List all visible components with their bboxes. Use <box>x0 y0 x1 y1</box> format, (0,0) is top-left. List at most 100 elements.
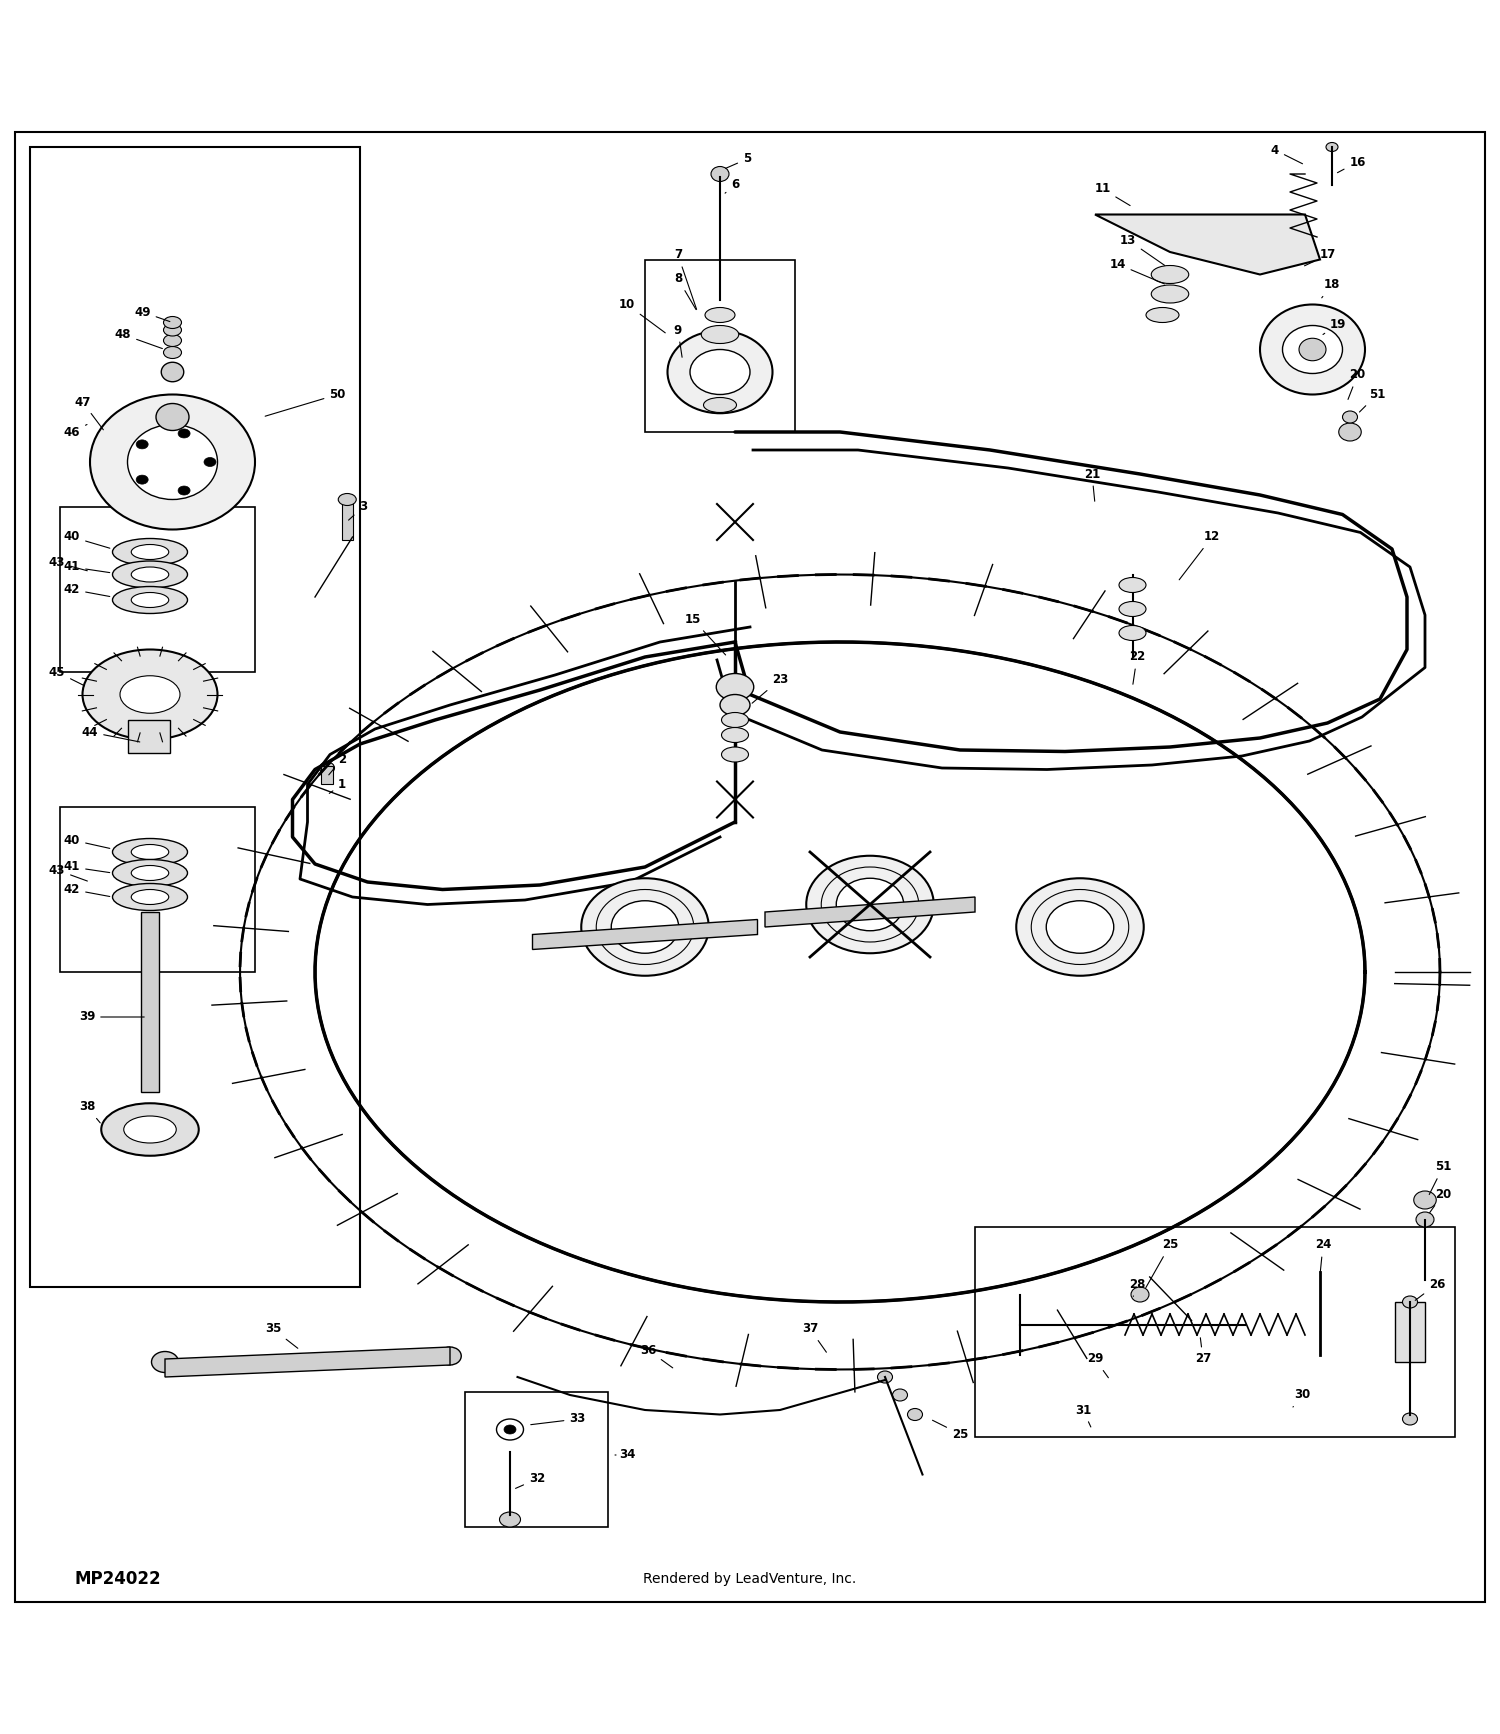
Text: 18: 18 <box>1322 279 1340 298</box>
Ellipse shape <box>1152 265 1188 283</box>
Polygon shape <box>165 1347 450 1377</box>
Ellipse shape <box>1416 1212 1434 1228</box>
Text: 31: 31 <box>1076 1403 1090 1427</box>
Text: 1: 1 <box>330 779 346 794</box>
Text: 13: 13 <box>1120 234 1164 265</box>
Ellipse shape <box>320 761 334 773</box>
Ellipse shape <box>102 1103 198 1157</box>
Ellipse shape <box>1146 307 1179 323</box>
Ellipse shape <box>164 324 182 336</box>
Ellipse shape <box>112 839 188 865</box>
Text: 36: 36 <box>640 1344 672 1368</box>
Ellipse shape <box>90 395 255 529</box>
Ellipse shape <box>120 676 180 713</box>
Ellipse shape <box>908 1408 922 1420</box>
Bar <box>975 1228 1455 1437</box>
Text: 50: 50 <box>266 388 345 416</box>
Bar <box>321 766 333 784</box>
Ellipse shape <box>132 593 168 607</box>
Ellipse shape <box>806 857 933 954</box>
Ellipse shape <box>722 747 748 761</box>
Text: 8: 8 <box>674 272 696 310</box>
Text: 33: 33 <box>531 1413 585 1425</box>
Text: 10: 10 <box>620 298 666 333</box>
Bar <box>1395 1302 1425 1361</box>
Text: 32: 32 <box>516 1472 544 1488</box>
Text: 25: 25 <box>933 1420 968 1441</box>
Text: 19: 19 <box>1323 317 1346 335</box>
Ellipse shape <box>1402 1413 1417 1425</box>
Ellipse shape <box>1402 1295 1417 1307</box>
Ellipse shape <box>136 475 148 484</box>
Text: 48: 48 <box>114 328 162 349</box>
Bar <box>60 806 255 973</box>
Ellipse shape <box>582 877 708 976</box>
Ellipse shape <box>1282 326 1342 373</box>
Ellipse shape <box>1131 1287 1149 1302</box>
Ellipse shape <box>123 1117 177 1143</box>
Text: 49: 49 <box>135 305 170 321</box>
Ellipse shape <box>162 362 183 381</box>
Text: 37: 37 <box>802 1323 826 1353</box>
Ellipse shape <box>705 307 735 323</box>
Text: 17: 17 <box>1305 248 1335 265</box>
Text: 6: 6 <box>724 179 740 192</box>
Ellipse shape <box>136 440 148 449</box>
Text: 5: 5 <box>726 153 752 168</box>
Ellipse shape <box>1413 1191 1437 1209</box>
Text: LEADVENTURE: LEADVENTURE <box>656 853 904 881</box>
Polygon shape <box>532 919 758 950</box>
Text: 35: 35 <box>266 1323 298 1349</box>
Text: 7: 7 <box>674 248 696 309</box>
Text: 4: 4 <box>1270 144 1302 163</box>
Text: 43: 43 <box>50 557 87 570</box>
Ellipse shape <box>878 1372 892 1384</box>
Ellipse shape <box>1119 577 1146 593</box>
Text: 11: 11 <box>1095 182 1130 206</box>
Ellipse shape <box>132 567 168 583</box>
Ellipse shape <box>112 539 188 565</box>
Ellipse shape <box>836 877 903 931</box>
Polygon shape <box>765 896 975 928</box>
Ellipse shape <box>178 486 190 494</box>
Text: 14: 14 <box>1110 258 1164 284</box>
Text: 42: 42 <box>64 883 110 896</box>
Text: 47: 47 <box>75 395 104 430</box>
Ellipse shape <box>132 844 168 860</box>
Text: 3: 3 <box>348 501 368 520</box>
Bar <box>465 1392 608 1528</box>
Text: 15: 15 <box>686 614 726 655</box>
Text: 21: 21 <box>1084 468 1100 501</box>
Ellipse shape <box>164 335 182 347</box>
Ellipse shape <box>152 1351 178 1373</box>
Ellipse shape <box>892 1389 908 1401</box>
Text: 42: 42 <box>64 583 110 596</box>
Text: 12: 12 <box>1179 531 1219 579</box>
Ellipse shape <box>690 350 750 395</box>
Ellipse shape <box>438 1347 462 1365</box>
Text: 41: 41 <box>64 560 110 574</box>
Ellipse shape <box>128 425 218 499</box>
Ellipse shape <box>722 713 748 728</box>
Text: Rendered by LeadVenture, Inc.: Rendered by LeadVenture, Inc. <box>644 1573 856 1587</box>
Text: 25: 25 <box>1146 1238 1178 1288</box>
Bar <box>30 147 360 1287</box>
Ellipse shape <box>1017 877 1143 976</box>
Text: 40: 40 <box>64 834 110 848</box>
Bar <box>645 260 795 432</box>
Text: 20: 20 <box>1348 369 1365 399</box>
Text: 44: 44 <box>81 725 140 742</box>
Text: 🦌: 🦌 <box>723 818 747 857</box>
Ellipse shape <box>82 650 218 739</box>
Ellipse shape <box>504 1425 516 1434</box>
Text: 38: 38 <box>80 1101 100 1124</box>
Ellipse shape <box>1326 142 1338 151</box>
Text: 23: 23 <box>752 673 788 704</box>
Text: 30: 30 <box>1293 1389 1310 1406</box>
Text: 41: 41 <box>64 860 110 874</box>
Ellipse shape <box>700 326 738 343</box>
Text: 29: 29 <box>1088 1353 1108 1379</box>
Ellipse shape <box>717 673 753 701</box>
Ellipse shape <box>612 900 678 954</box>
Ellipse shape <box>339 494 357 506</box>
